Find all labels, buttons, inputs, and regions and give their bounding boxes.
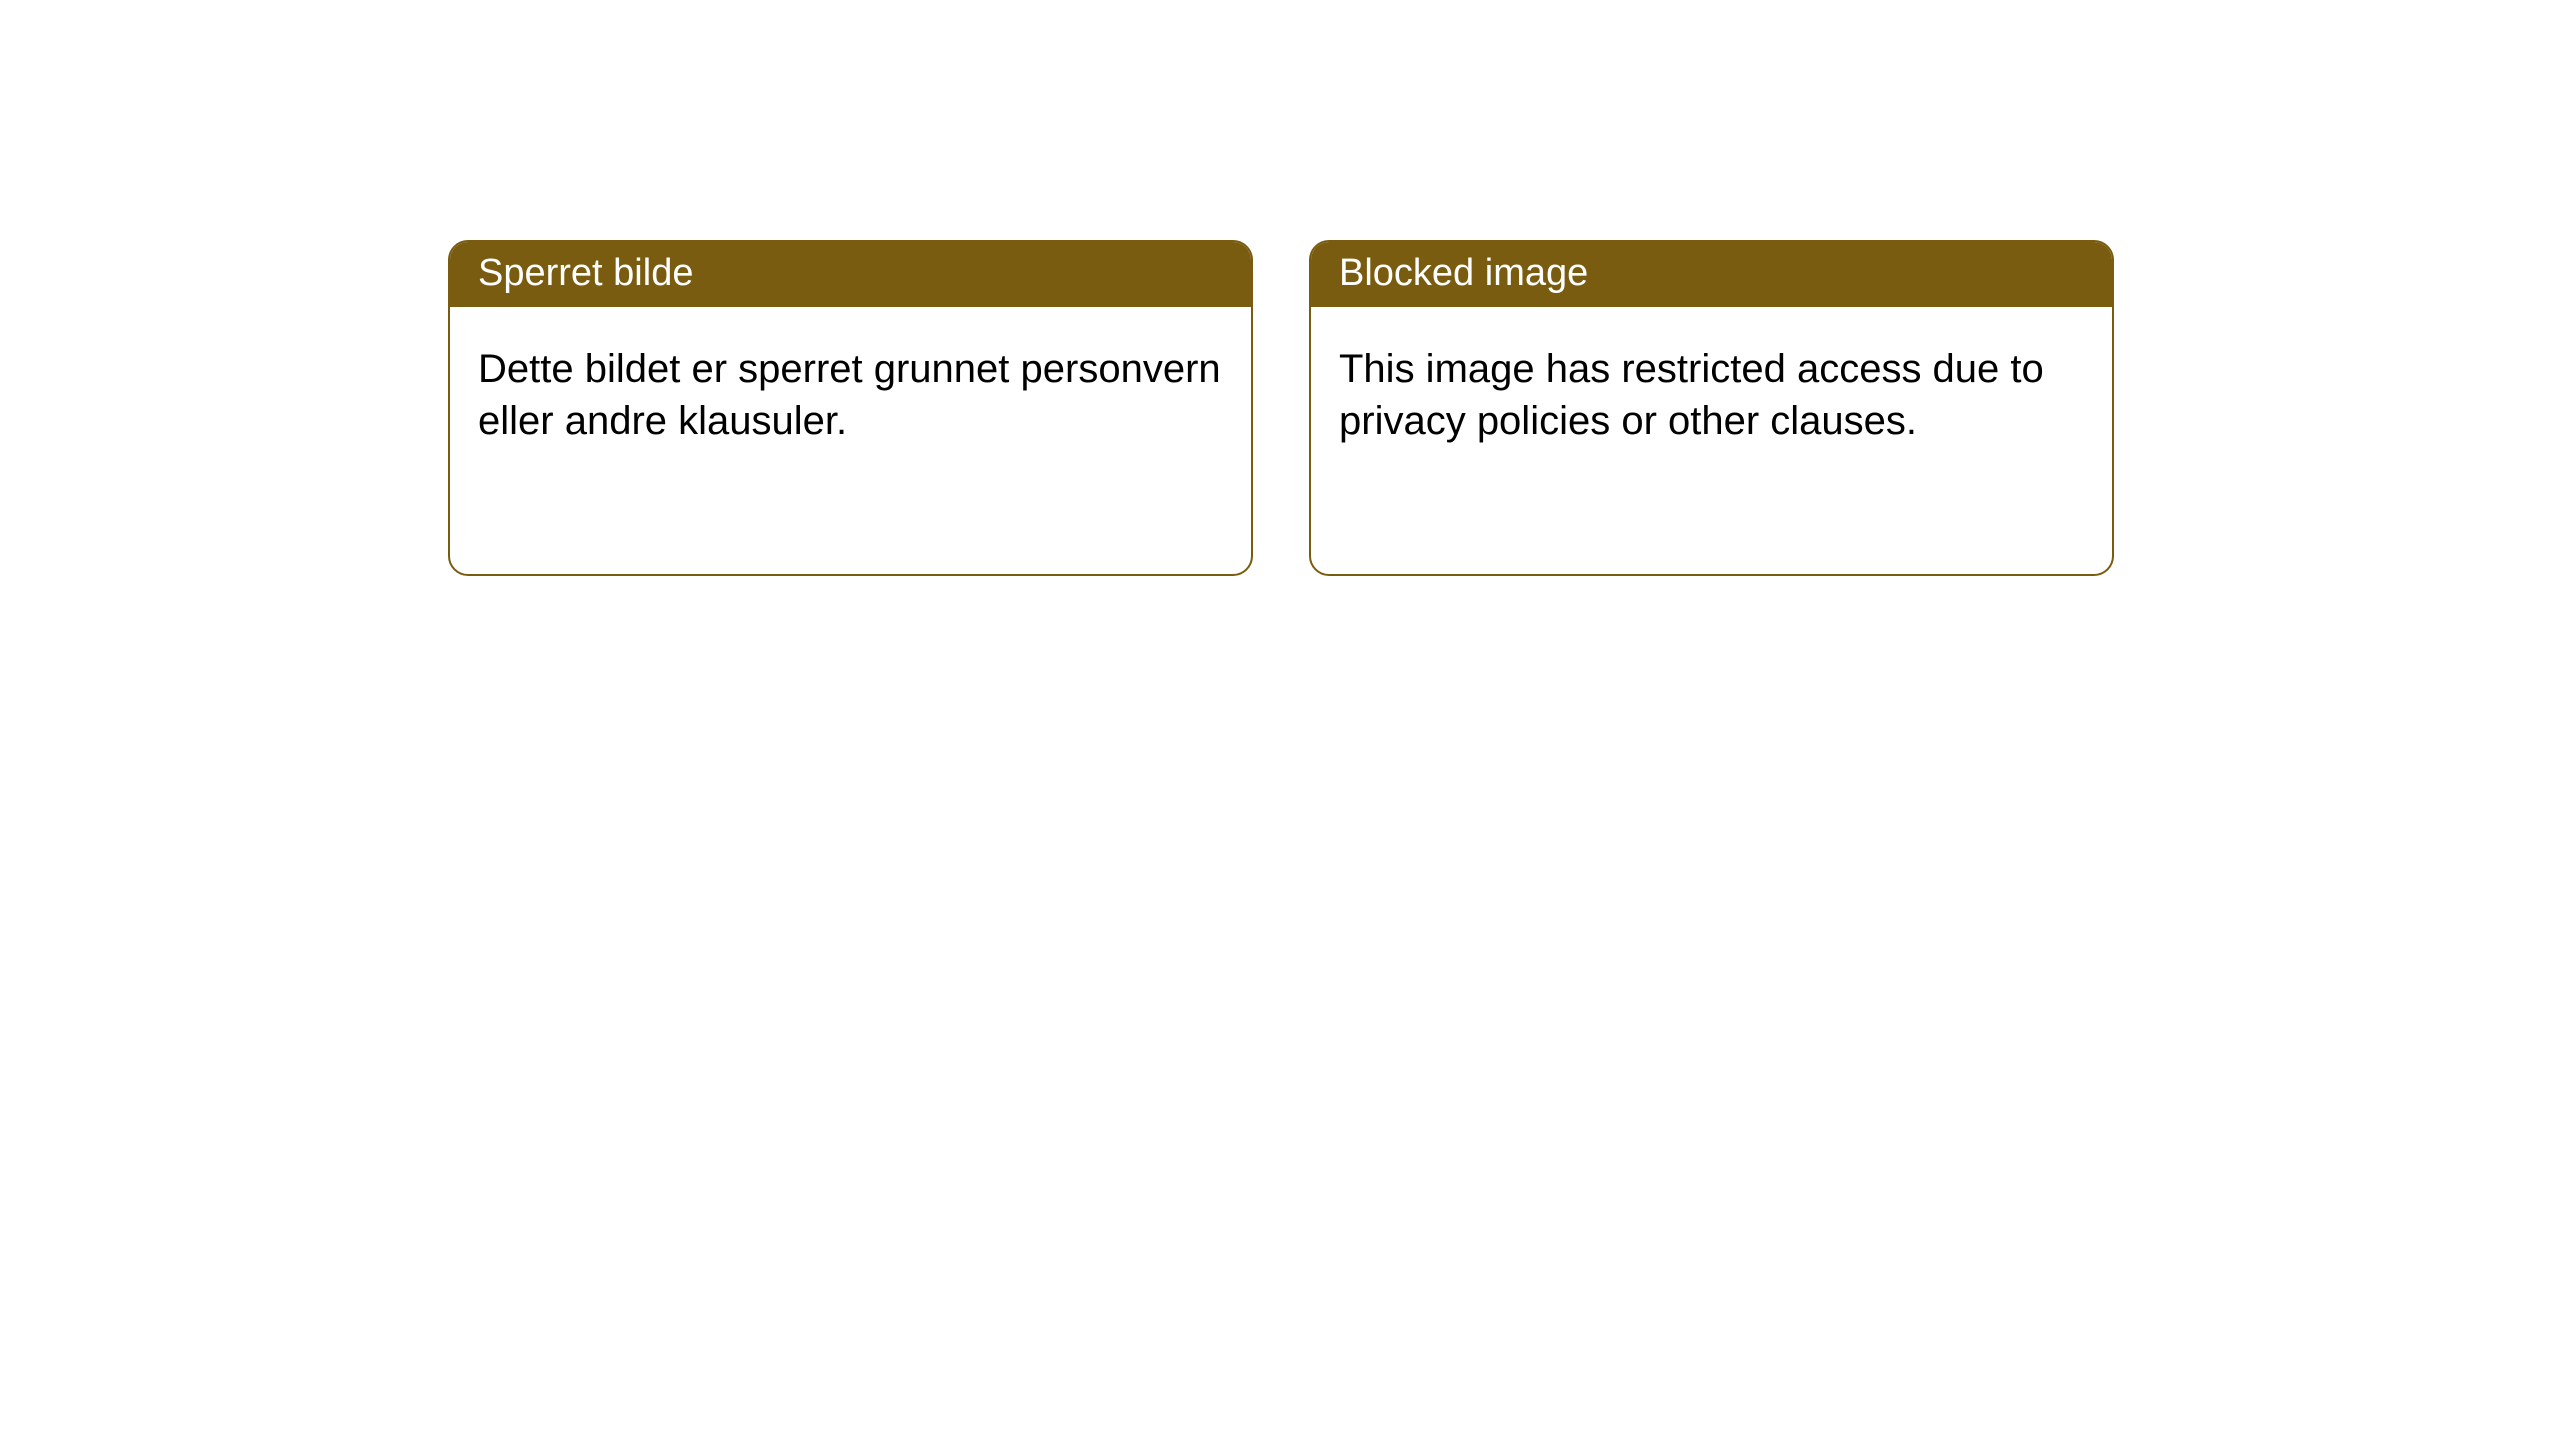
card-title: Sperret bilde — [478, 252, 693, 294]
card-body-text: Dette bildet er sperret grunnet personve… — [478, 347, 1221, 443]
card-header: Blocked image — [1311, 242, 2112, 307]
card-header: Sperret bilde — [450, 242, 1251, 307]
card-title: Blocked image — [1339, 252, 1588, 294]
card-body: Dette bildet er sperret grunnet personve… — [450, 307, 1251, 483]
notice-card-english: Blocked image This image has restricted … — [1309, 240, 2114, 576]
notice-card-norwegian: Sperret bilde Dette bildet er sperret gr… — [448, 240, 1253, 576]
notice-card-row: Sperret bilde Dette bildet er sperret gr… — [0, 0, 2560, 576]
card-body-text: This image has restricted access due to … — [1339, 347, 2044, 443]
card-body: This image has restricted access due to … — [1311, 307, 2112, 483]
